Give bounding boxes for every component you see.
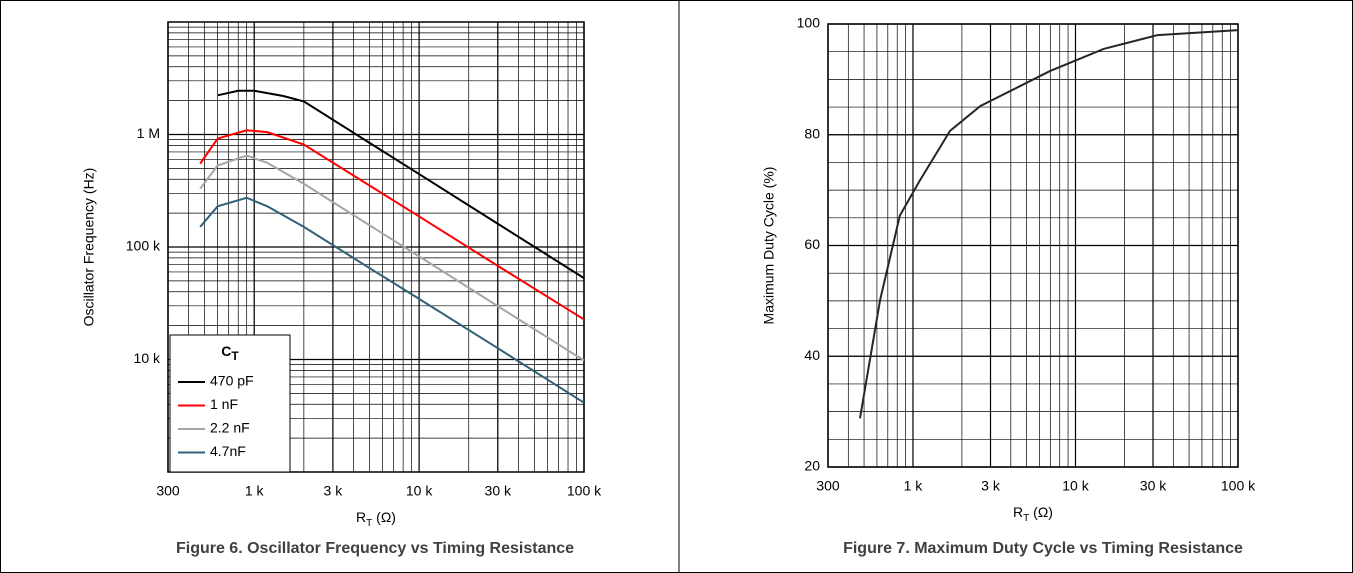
legend-title-main: C: [221, 343, 231, 359]
x-tick-label: 100 k: [567, 483, 602, 499]
x-label-main: R: [1013, 504, 1023, 520]
y-tick-label: 40: [804, 347, 820, 363]
y-tick-label: 10 k: [134, 350, 161, 366]
x-label-main: R: [356, 509, 366, 525]
y-tick-label: 60: [804, 236, 820, 252]
x-tick-label: 300: [156, 483, 180, 499]
x-tick-label: 10 k: [1062, 478, 1089, 494]
y-tick-label: 100: [797, 15, 821, 31]
y-axis-label: Maximum Duty Cycle (%): [761, 167, 777, 325]
plot-border: [167, 21, 585, 473]
x-label-sub: T: [1023, 513, 1029, 524]
data-line: [859, 29, 1239, 419]
legend-label: 2.2 nF: [210, 420, 250, 436]
x-tick-label: 10 k: [406, 483, 433, 499]
x-tick-label: 300: [816, 478, 840, 494]
plot-border: [827, 23, 1239, 468]
data-line: [199, 129, 585, 321]
legend-title-sub: T: [231, 349, 239, 363]
figure-caption: Figure 6. Oscillator Frequency vs Timing…: [176, 540, 574, 557]
x-tick-label: 3 k: [324, 483, 344, 499]
legend-box: [169, 334, 291, 473]
legend-title: CT: [221, 343, 239, 363]
data-line: [199, 196, 585, 404]
x-tick-label: 30 k: [1140, 478, 1167, 494]
legend-label: 470 pF: [210, 373, 254, 389]
x-axis-label: RT (Ω): [356, 509, 396, 529]
x-tick-label: 100 k: [1221, 478, 1256, 494]
x-tick-label: 30 k: [485, 483, 512, 499]
x-label-unit: (Ω): [372, 509, 396, 525]
figure-caption: Figure 7. Maximum Duty Cycle vs Timing R…: [843, 540, 1243, 557]
y-tick-label: 100 k: [126, 238, 161, 254]
x-tick-label: 3 k: [981, 478, 1001, 494]
x-axis-label: RT (Ω): [1013, 504, 1053, 524]
y-tick-label: 20: [804, 458, 820, 474]
legend-label: 1 nF: [210, 396, 238, 412]
data-line: [217, 89, 585, 279]
legend-label: 4.7nF: [210, 443, 246, 459]
y-tick-label: 1 M: [137, 125, 160, 141]
x-tick-label: 1 k: [245, 483, 265, 499]
y-axis-label: Oscillator Frequency (Hz): [81, 168, 97, 327]
x-label-unit: (Ω): [1029, 504, 1053, 520]
x-label-sub: T: [366, 518, 372, 529]
x-tick-label: 1 k: [904, 478, 924, 494]
y-tick-label: 80: [804, 125, 820, 141]
data-line: [199, 154, 585, 362]
